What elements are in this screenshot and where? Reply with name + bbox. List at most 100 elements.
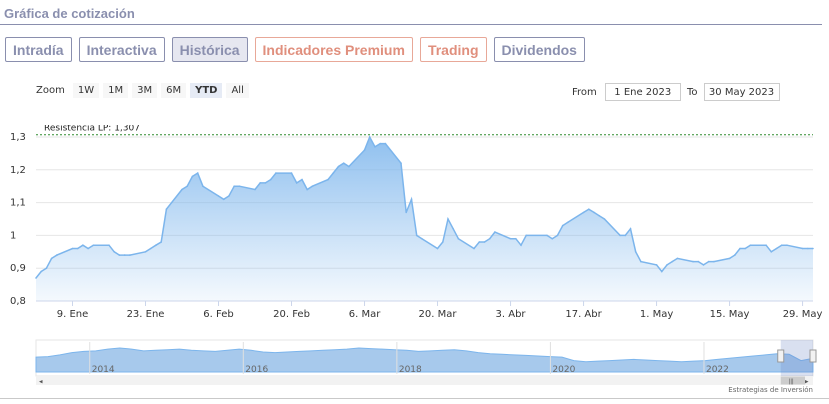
- price-point: [515, 237, 517, 240]
- price-point: [144, 251, 147, 253]
- price-point: [254, 188, 256, 191]
- range-to-input[interactable]: 30 May 2023: [703, 83, 780, 101]
- price-point: [149, 247, 152, 250]
- price-point: [374, 146, 376, 148]
- price-point: [666, 264, 668, 266]
- chart-tabs: Intradía Interactiva Histórica Indicador…: [5, 37, 585, 62]
- price-point: [342, 162, 345, 164]
- zoom-1m-button[interactable]: 1M: [103, 83, 129, 98]
- price-point: [556, 234, 559, 237]
- x-tick-label: 29. May: [783, 309, 823, 320]
- scrollbar-thumb[interactable]: [780, 376, 805, 385]
- y-tick-label: 1,3: [10, 132, 26, 143]
- price-point: [582, 211, 585, 214]
- price-point: [337, 165, 340, 168]
- price-point: [332, 172, 335, 174]
- price-point: [588, 208, 590, 210]
- price-point: [181, 188, 183, 191]
- price-point: [697, 260, 700, 263]
- title-divider: [0, 24, 822, 25]
- zoom-all-button[interactable]: All: [226, 83, 249, 98]
- price-point: [415, 234, 418, 237]
- navigator-left-handle[interactable]: [777, 349, 785, 363]
- y-tick-label: 1,1: [10, 198, 26, 209]
- price-point: [217, 195, 220, 197]
- zoom-6m-button[interactable]: 6M: [161, 83, 187, 98]
- navigator-selection[interactable]: [780, 340, 813, 376]
- price-point: [661, 270, 663, 273]
- zoom-1w-button[interactable]: 1W: [72, 83, 100, 98]
- price-point: [295, 182, 298, 184]
- price-point: [421, 237, 423, 240]
- x-tick-label: 23. Ene: [127, 309, 165, 320]
- scrollbar-right-arrow-icon[interactable]: ▸: [805, 379, 809, 386]
- price-point: [483, 241, 486, 243]
- price-point: [598, 214, 600, 217]
- price-point: [765, 244, 767, 246]
- price-area: [36, 137, 813, 301]
- zoom-ytd-button[interactable]: YTD: [190, 83, 223, 98]
- price-point: [807, 247, 809, 250]
- price-point: [363, 149, 366, 151]
- price-point: [40, 270, 42, 273]
- price-point: [634, 251, 637, 253]
- price-point: [786, 244, 788, 246]
- tab-dividendos[interactable]: Dividendos: [493, 37, 585, 62]
- range-from: From 1 Ene 2023: [572, 83, 681, 101]
- x-axis: 9. Ene 23. Ene 6. Feb 20. Feb 6. Mar 20. Mar 3…: [36, 300, 823, 320]
- section-title: Gráfica de cotización: [4, 6, 135, 21]
- price-point: [306, 188, 309, 191]
- tab-interactiva[interactable]: Interactiva: [78, 37, 165, 62]
- x-tick-label: 15. May: [710, 309, 750, 320]
- price-point: [775, 247, 778, 250]
- navigator[interactable]: 2014 2016 2018 2020 2022 ◂ ▸ |||: [0, 338, 829, 386]
- price-point: [436, 247, 439, 250]
- price-point: [671, 260, 673, 263]
- tab-historica[interactable]: Histórica: [171, 37, 248, 62]
- tab-trading[interactable]: Trading: [419, 37, 487, 62]
- y-tick-label: 1,2: [10, 165, 26, 176]
- range-from-input[interactable]: 1 Ene 2023: [604, 83, 681, 101]
- navigator-right-handle[interactable]: [809, 349, 817, 363]
- price-chart[interactable]: 0,8 0,9 1 1,1 1,2 1,3 Resistencia LP: 1,307 9…: [0, 125, 829, 325]
- navigator-year-label: 2016: [245, 365, 268, 375]
- price-point: [269, 178, 272, 181]
- price-point: [202, 185, 204, 187]
- price-point: [327, 178, 329, 181]
- navigator-year-label: 2014: [92, 365, 115, 375]
- price-point: [108, 244, 110, 246]
- navigator-year-label: 2018: [399, 365, 422, 375]
- price-point: [264, 182, 267, 184]
- zoom-selector: Zoom 1W 1M 3M 6M YTD All: [36, 83, 249, 98]
- bottom-divider: [0, 398, 829, 399]
- price-point: [624, 234, 627, 237]
- navigator-year-label: 2022: [706, 365, 729, 375]
- price-point: [400, 162, 402, 164]
- zoom-3m-button[interactable]: 3M: [132, 83, 158, 98]
- navigator-year-labels: 2014 2016 2018 2020 2022: [89, 342, 729, 375]
- price-point: [129, 254, 131, 256]
- navigator-year-label: 2020: [552, 365, 575, 375]
- zoom-label: Zoom: [36, 85, 65, 96]
- x-tick-label: 6. Mar: [349, 309, 381, 320]
- price-point: [186, 185, 188, 187]
- price-point: [368, 136, 371, 138]
- price-point: [655, 264, 658, 266]
- price-point: [702, 264, 705, 266]
- y-axis: 0,8 0,9 1 1,1 1,2 1,3: [10, 132, 26, 307]
- watermark: Estrategias de Inversión: [728, 386, 813, 394]
- tab-intradia[interactable]: Intradía: [5, 37, 72, 62]
- navigator-area: [35, 347, 814, 373]
- price-point: [348, 165, 350, 168]
- scrollbar-left-arrow-icon[interactable]: ◂: [39, 379, 43, 386]
- price-point: [259, 182, 262, 184]
- price-point: [447, 218, 449, 220]
- price-point: [509, 237, 512, 240]
- price-point: [640, 260, 642, 263]
- tab-indicadores-premium[interactable]: Indicadores Premium: [254, 37, 413, 62]
- scrollbar-track[interactable]: [36, 376, 813, 385]
- price-point: [165, 208, 168, 210]
- price-point: [379, 142, 382, 145]
- price-point: [478, 241, 481, 243]
- price-point: [311, 185, 314, 187]
